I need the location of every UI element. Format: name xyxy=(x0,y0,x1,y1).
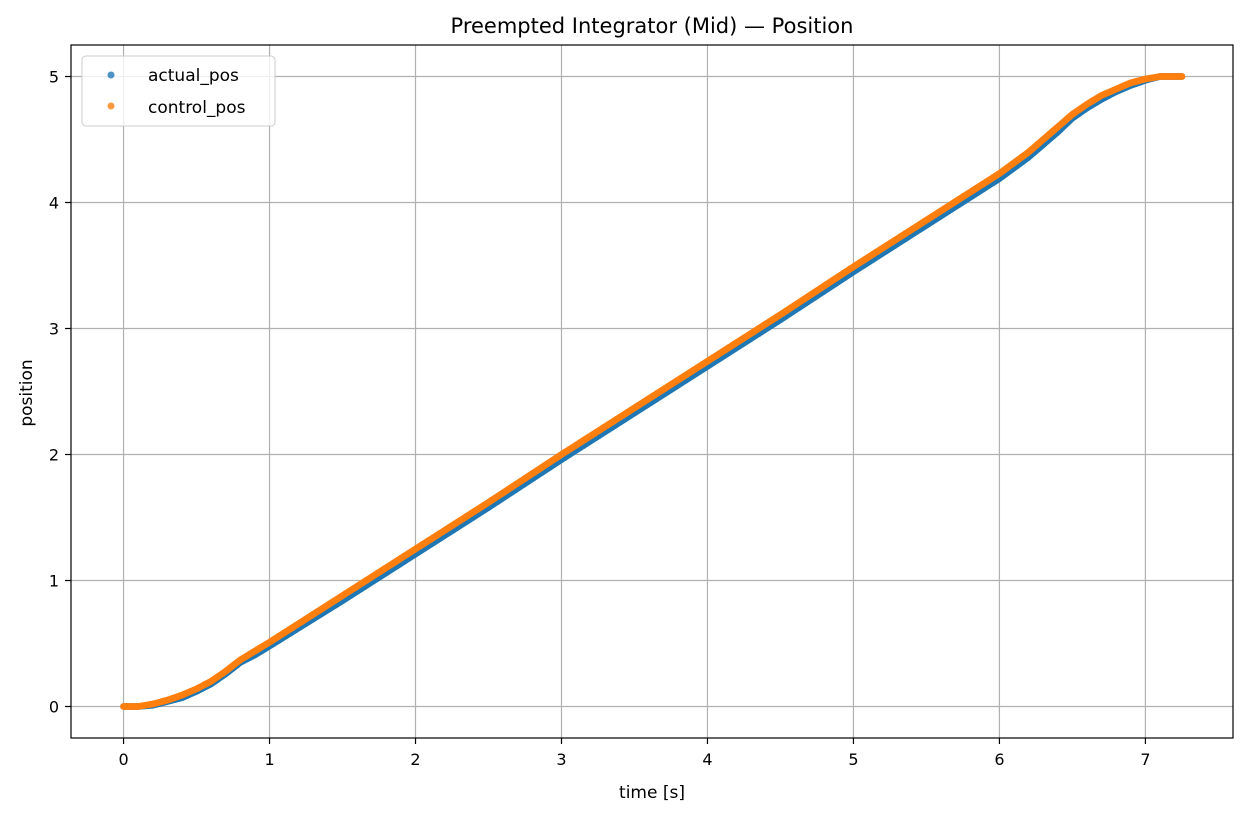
y-tick-label: 0 xyxy=(49,698,59,717)
y-tick-label: 1 xyxy=(49,572,59,591)
legend-marker-control-pos xyxy=(107,102,115,110)
y-tick-label: 2 xyxy=(49,446,59,465)
plot-frame xyxy=(70,44,1234,739)
x-tick-label: 4 xyxy=(702,750,712,769)
y-tick-label: 3 xyxy=(49,320,59,339)
grid-lines xyxy=(71,45,1233,738)
chart-title: Preempted Integrator (Mid) — Position xyxy=(451,14,854,38)
series-actual-pos xyxy=(120,73,1186,710)
x-tick-label: 1 xyxy=(264,750,274,769)
y-tick-label: 4 xyxy=(49,194,59,213)
y-axis-ticks: 0 1 2 3 4 5 xyxy=(49,68,71,717)
legend: actual_pos control_pos xyxy=(81,55,276,127)
y-axis-label: position xyxy=(17,359,37,426)
x-tick-label: 6 xyxy=(994,750,1004,769)
x-tick-label: 2 xyxy=(410,750,420,769)
series-control-pos xyxy=(120,73,1186,710)
x-axis-label: time [s] xyxy=(619,783,685,803)
legend-label-actual-pos: actual_pos xyxy=(148,66,239,86)
y-tick-label: 5 xyxy=(49,68,59,87)
legend-marker-actual-pos xyxy=(107,71,115,79)
legend-box xyxy=(81,55,276,127)
x-tick-label: 0 xyxy=(118,750,128,769)
x-tick-label: 5 xyxy=(848,750,858,769)
x-tick-label: 7 xyxy=(1140,750,1150,769)
legend-label-control-pos: control_pos xyxy=(148,98,246,118)
data-point xyxy=(1178,73,1186,80)
x-axis-ticks: 0 1 2 3 4 5 6 7 xyxy=(118,738,1151,769)
x-tick-label: 3 xyxy=(556,750,566,769)
plot-area xyxy=(120,73,1186,710)
